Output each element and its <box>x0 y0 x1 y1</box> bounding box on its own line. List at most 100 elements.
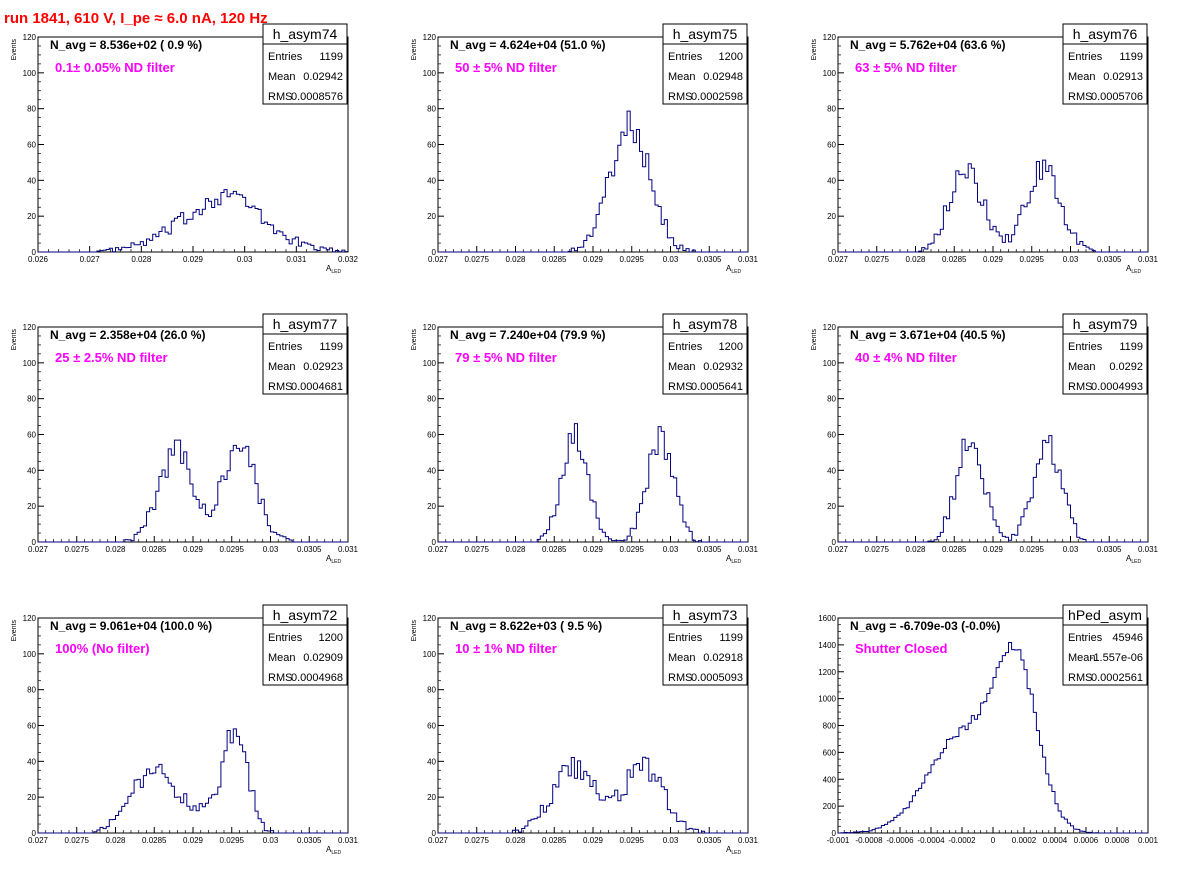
x-tick-label: 0.028 <box>105 545 126 554</box>
histogram-panel-h_asym73: 0 20 40 60 80 100 120 0.027 0.0275 0.028 0.0285 0.0… <box>411 604 759 856</box>
x-tick-label: 0.029 <box>583 545 604 554</box>
panel-title: N_avg = -6.709e-03 (-0.0%) <box>850 619 1000 633</box>
stats-value-entries: 1199 <box>319 341 343 353</box>
stats-value-rms: 0.0004681 <box>291 381 343 393</box>
x-tick-label: 0.031 <box>738 836 759 845</box>
panel-title: N_avg = 9.061e+04 (100.0 %) <box>50 619 212 633</box>
stats-value-mean: 0.02932 <box>703 361 743 373</box>
x-tick-label: 0.0285 <box>142 545 167 554</box>
stats-value-mean: 0.02923 <box>303 361 343 373</box>
stats-label-rms: RMS <box>268 381 292 393</box>
y-tick-label: 100 <box>823 69 837 78</box>
y-tick-label: 40 <box>27 466 36 475</box>
stats-label-rms: RMS <box>268 91 292 103</box>
x-tick-label: 0.027 <box>428 836 449 845</box>
y-tick-label: 0 <box>832 248 837 257</box>
x-tick-label: 0.027 <box>28 836 49 845</box>
x-tick-label: 0.028 <box>505 545 526 554</box>
y-tick-label: 200 <box>823 802 837 811</box>
stats-box <box>662 313 748 395</box>
stats-label-entries: Entries <box>1068 51 1103 63</box>
x-tick-label: 0.029 <box>983 255 1004 264</box>
x-tick-label: 0.0285 <box>942 255 967 264</box>
stats-box <box>662 23 748 105</box>
stats-label-rms: RMS <box>1068 91 1092 103</box>
x-tick-label: -0.0008 <box>855 836 883 845</box>
x-tick-label: 0.0305 <box>697 255 722 264</box>
y-tick-label: 100 <box>23 69 37 78</box>
stats-label-rms: RMS <box>668 91 692 103</box>
stats-label-mean: Mean <box>268 652 296 664</box>
stats-value-entries: 1200 <box>719 341 743 353</box>
x-tick-label: 0.0275 <box>865 255 890 264</box>
stats-value-mean: 0.02942 <box>303 71 343 83</box>
stats-label-mean: Mean <box>668 71 696 83</box>
y-tick-label: 60 <box>827 431 836 440</box>
x-tick-label: 0.029 <box>983 545 1004 554</box>
x-tick-label: 0.027 <box>28 545 49 554</box>
y-tick-label: 100 <box>23 359 37 368</box>
x-tick-label: 0.0305 <box>297 545 322 554</box>
y-tick-label: 120 <box>823 33 837 42</box>
y-axis-label: Events <box>11 329 18 351</box>
stats-label-mean: Mean <box>1068 71 1096 83</box>
y-axis-label: Events <box>11 620 18 642</box>
x-tick-label: 0.0285 <box>542 836 567 845</box>
x-tick-label: 0.027 <box>428 255 449 264</box>
filter-annotation: 0.1± 0.05% ND filter <box>55 60 175 75</box>
stats-label-rms: RMS <box>1068 672 1092 684</box>
x-tick-label: 0.031 <box>1138 545 1159 554</box>
filter-annotation: 25 ± 2.5% ND filter <box>55 350 168 365</box>
stats-box <box>1062 604 1148 686</box>
histogram-line <box>838 159 1148 253</box>
stats-value-entries: 45946 <box>1112 632 1143 644</box>
y-tick-label: 120 <box>23 323 37 332</box>
panel-title: N_avg = 3.671e+04 (40.5 %) <box>850 328 1005 342</box>
x-axis-label: ALED <box>326 554 341 565</box>
y-tick-label: 80 <box>827 395 836 404</box>
stats-value-rms: 0.0004993 <box>1091 381 1143 393</box>
x-tick-label: 0.028 <box>905 255 926 264</box>
filter-annotation: 10 ± 1% ND filter <box>455 641 557 656</box>
x-tick-label: 0.029 <box>183 836 204 845</box>
stats-label-mean: Mean <box>1068 361 1096 373</box>
y-tick-label: 0 <box>32 248 37 257</box>
x-tick-label: 0.031 <box>338 545 359 554</box>
stats-name: hPed_asym <box>1068 607 1142 623</box>
x-tick-label: 0.0285 <box>542 255 567 264</box>
y-tick-label: 40 <box>427 757 436 766</box>
stats-box <box>262 313 348 395</box>
y-tick-label: 0 <box>432 829 437 838</box>
y-tick-label: 80 <box>27 105 36 114</box>
y-tick-label: 80 <box>27 686 36 695</box>
histogram-panel-h_asym77: 0 20 40 60 80 100 120 0.027 0.0275 0.028 0.0285 0.0… <box>11 313 359 565</box>
filter-annotation: 100% (No filter) <box>55 641 150 656</box>
y-tick-label: 60 <box>427 141 436 150</box>
histogram-line <box>438 756 748 834</box>
histogram-line <box>438 423 748 543</box>
stats-label-entries: Entries <box>668 632 703 644</box>
x-tick-label: 0.028 <box>505 255 526 264</box>
x-tick-label: 0.0285 <box>142 836 167 845</box>
panel-title: N_avg = 5.762e+04 (63.6 %) <box>850 38 1005 52</box>
y-tick-label: 120 <box>423 33 437 42</box>
x-tick-label: 0.0295 <box>220 545 245 554</box>
x-tick-label: 0.03 <box>237 255 253 264</box>
x-tick-label: 0.027 <box>428 545 449 554</box>
y-tick-label: 0 <box>832 538 837 547</box>
x-tick-label: 0.0305 <box>297 836 322 845</box>
y-tick-label: 1000 <box>818 695 836 704</box>
x-tick-label: 0.0285 <box>942 545 967 554</box>
x-axis-label: ALED <box>726 554 741 565</box>
x-tick-label: 0.0295 <box>620 255 645 264</box>
stats-value-mean: 0.02918 <box>703 652 743 664</box>
x-tick-label: 0.028 <box>131 255 152 264</box>
y-axis-label: Events <box>411 329 418 351</box>
stats-label-entries: Entries <box>268 51 303 63</box>
x-tick-label: 0.0295 <box>1020 545 1045 554</box>
stats-label-entries: Entries <box>668 51 703 63</box>
stats-value-rms: 0.0002598 <box>691 91 743 103</box>
x-tick-label: 0.027 <box>828 545 849 554</box>
y-tick-label: 20 <box>27 793 36 802</box>
y-tick-label: 100 <box>423 69 437 78</box>
